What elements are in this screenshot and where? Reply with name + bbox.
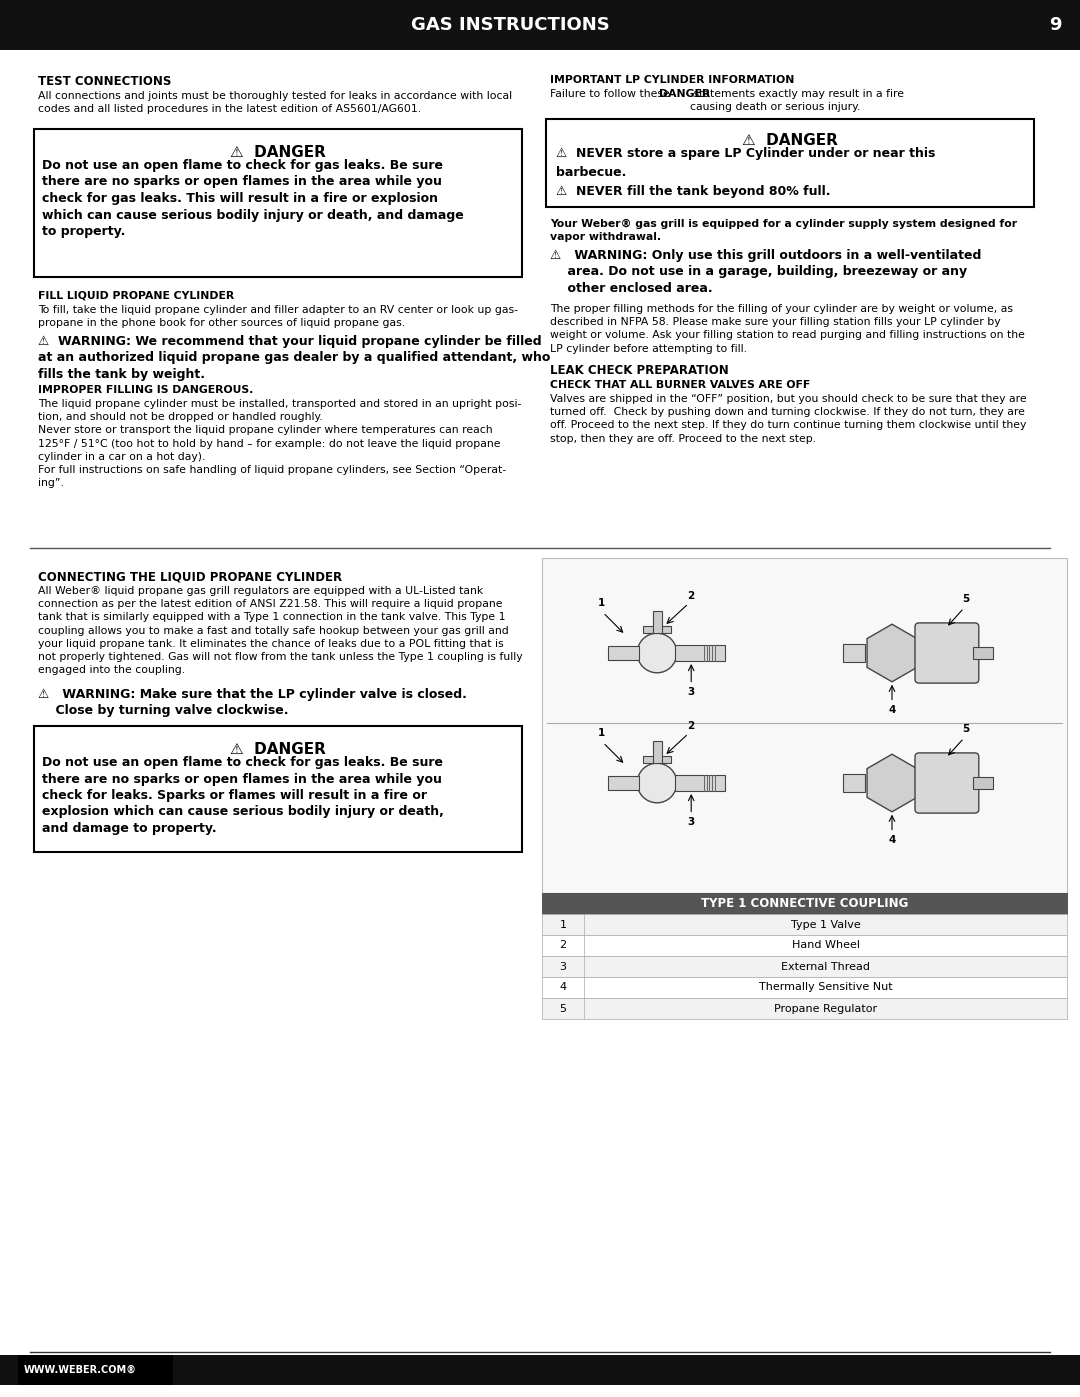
Text: CONNECTING THE LIQUID PROPANE CYLINDER: CONNECTING THE LIQUID PROPANE CYLINDER [38,570,342,583]
Text: 5: 5 [962,724,970,733]
Text: 4: 4 [889,835,895,845]
Text: ⚠   WARNING: Make sure that the LP cylinder valve is closed.: ⚠ WARNING: Make sure that the LP cylinde… [38,687,467,701]
Text: 3: 3 [688,687,694,697]
Text: ⚠  NEVER fill the tank beyond 80% full.: ⚠ NEVER fill the tank beyond 80% full. [556,184,831,198]
Text: statements exactly may result in a fire
causing death or serious injury.: statements exactly may result in a fire … [690,89,904,112]
Bar [542,935,1067,956]
Text: 2: 2 [687,721,694,731]
Bar [18,1355,173,1384]
Text: TEST CONNECTIONS: TEST CONNECTIONS [38,75,172,88]
Circle shape [637,633,677,673]
FancyBboxPatch shape [915,753,978,813]
Bar [542,997,1067,1018]
Text: WWW.WEBER.COM®: WWW.WEBER.COM® [24,1365,137,1375]
Bar [0,1355,1080,1384]
Circle shape [637,763,677,803]
Bar [542,914,1067,935]
Bar [607,775,639,791]
Bar [675,645,725,661]
FancyBboxPatch shape [915,623,978,683]
Bar [842,644,865,662]
Text: Hand Wheel: Hand Wheel [792,940,860,950]
Text: TYPE 1 CONNECTIVE COUPLING: TYPE 1 CONNECTIVE COUPLING [701,897,908,909]
Bar [542,977,1067,997]
Text: LEAK CHECK PREPARATION: LEAK CHECK PREPARATION [550,365,729,377]
Text: 1: 1 [597,728,605,738]
Text: Close by turning valve clockwise.: Close by turning valve clockwise. [38,704,288,717]
Text: All Weber® liquid propane gas grill regulators are equipped with a UL-Listed tan: All Weber® liquid propane gas grill regu… [38,585,523,675]
Text: Thermally Sensitive Nut: Thermally Sensitive Nut [758,982,892,992]
Bar [607,645,639,661]
Text: 2: 2 [559,940,567,950]
Text: FILL LIQUID PROPANE CYLINDER: FILL LIQUID PROPANE CYLINDER [38,291,234,300]
Text: ⚠  WARNING: We recommend that your liquid propane cylinder be filled
at an autho: ⚠ WARNING: We recommend that your liquid… [38,335,551,381]
Bar [542,557,1067,893]
Bar [643,626,672,633]
Text: 1: 1 [597,598,605,608]
Text: DANGER: DANGER [659,89,711,99]
Text: Valves are shipped in the “OFF” position, but you should check to be sure that t: Valves are shipped in the “OFF” position… [550,394,1027,444]
Bar [542,956,1067,977]
Text: ⚠   WARNING: Only use this grill outdoors in a well-ventilated
    area. Do not : ⚠ WARNING: Only use this grill outdoors … [550,249,982,295]
Text: 4: 4 [559,982,567,992]
Text: ⚠  DANGER: ⚠ DANGER [230,742,326,757]
Polygon shape [867,624,917,682]
Text: Do not use an open flame to check for gas leaks. Be sure
there are no sparks or : Do not use an open flame to check for ga… [42,159,463,237]
Text: CHECK THAT ALL BURNER VALVES ARE OFF: CHECK THAT ALL BURNER VALVES ARE OFF [550,380,810,390]
Bar [652,610,661,633]
Text: Type 1 Valve: Type 1 Valve [791,919,861,929]
Bar [973,777,993,789]
Bar [643,756,672,763]
Bar [675,775,725,791]
Bar [842,774,865,792]
Bar [0,0,1080,50]
Text: 3: 3 [688,817,694,827]
Bar [973,647,993,659]
Text: ⚠  DANGER: ⚠ DANGER [742,133,838,148]
Text: IMPROPER FILLING IS DANGEROUS.: IMPROPER FILLING IS DANGEROUS. [38,386,254,395]
Text: To fill, take the liquid propane cylinder and filler adapter to an RV center or : To fill, take the liquid propane cylinde… [38,305,518,328]
Text: Do not use an open flame to check for gas leaks. Be sure
there are no sparks or : Do not use an open flame to check for ga… [42,756,444,835]
Text: Your Weber® gas grill is equipped for a cylinder supply system designed for
vapo: Your Weber® gas grill is equipped for a … [550,219,1017,242]
Text: 2: 2 [687,591,694,601]
Polygon shape [867,754,917,812]
Text: IMPORTANT LP CYLINDER INFORMATION: IMPORTANT LP CYLINDER INFORMATION [550,75,795,85]
Text: 9: 9 [1049,15,1062,34]
Text: 5: 5 [962,594,970,604]
Text: External Thread: External Thread [781,961,870,971]
Bar [33,726,522,852]
Text: Failure to follow these: Failure to follow these [550,89,673,99]
Text: Propane Regulator: Propane Regulator [774,1003,877,1013]
Text: barbecue.: barbecue. [556,166,626,179]
Bar [33,129,522,277]
Text: ⚠  NEVER store a spare LP Cylinder under or near this: ⚠ NEVER store a spare LP Cylinder under … [556,147,935,161]
Text: The liquid propane cylinder must be installed, transported and stored in an upri: The liquid propane cylinder must be inst… [38,400,522,488]
Text: ⚠  DANGER: ⚠ DANGER [230,145,326,161]
Text: 1: 1 [559,919,567,929]
Text: 3: 3 [559,961,567,971]
Bar [542,893,1067,914]
Text: 5: 5 [559,1003,567,1013]
Text: GAS INSTRUCTIONS: GAS INSTRUCTIONS [410,15,609,34]
Bar [652,740,661,763]
Text: The proper filling methods for the filling of your cylinder are by weight or vol: The proper filling methods for the filli… [550,305,1025,353]
Bar [546,119,1034,207]
Text: All connections and joints must be thoroughly tested for leaks in accordance wit: All connections and joints must be thoro… [38,91,512,115]
Text: 4: 4 [889,705,895,715]
